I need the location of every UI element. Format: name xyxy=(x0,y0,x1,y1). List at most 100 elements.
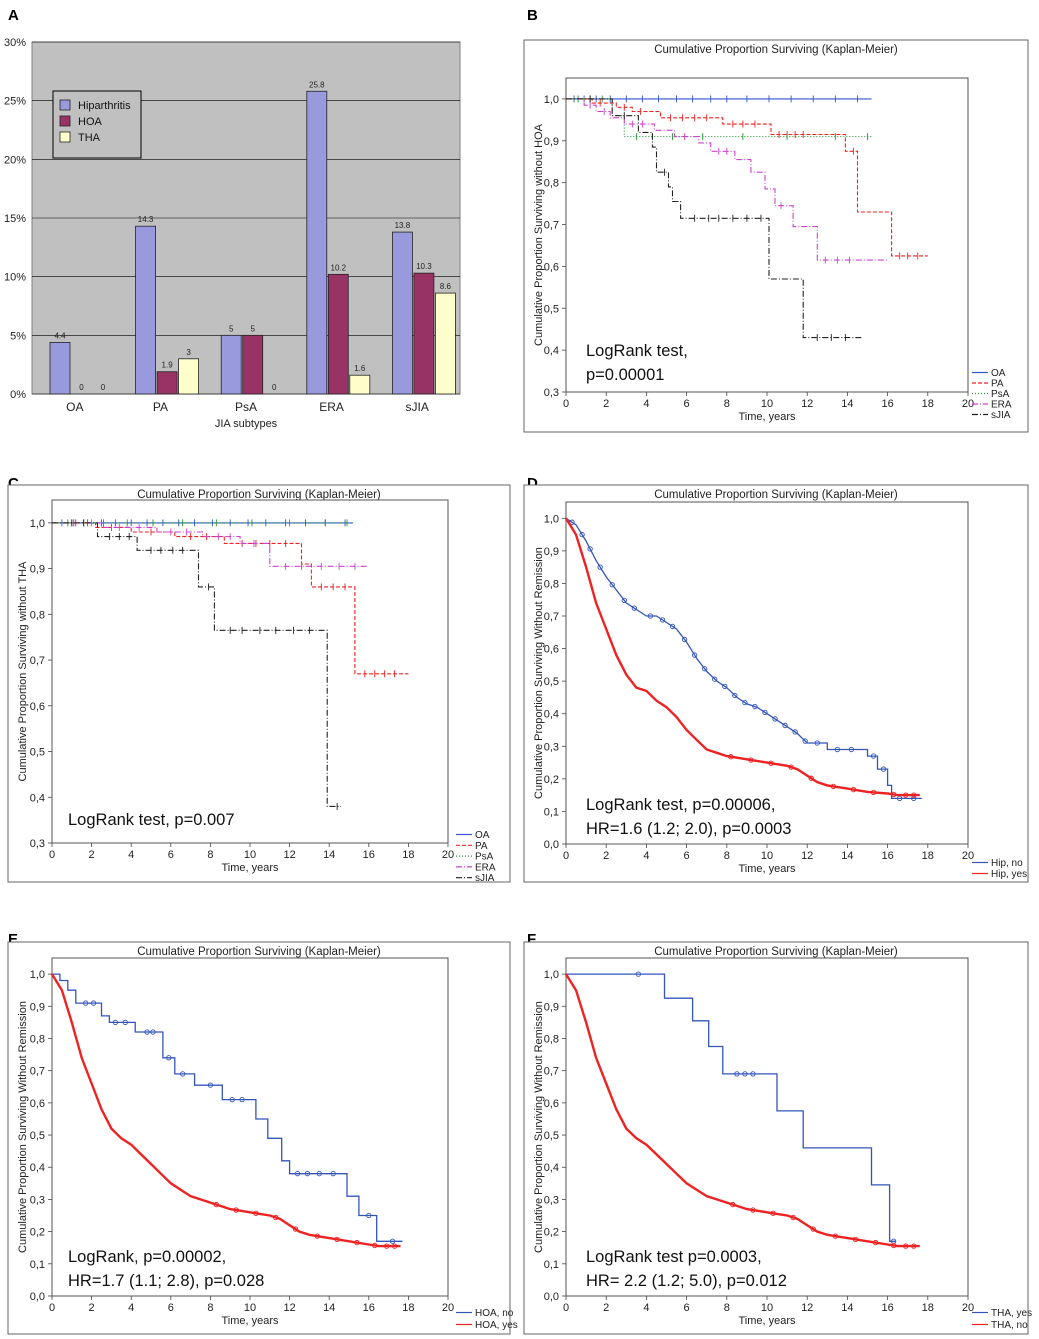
censor-mark-hip-no xyxy=(834,746,840,753)
legend-swatch xyxy=(59,99,71,111)
y-tick-label: 0,2 xyxy=(544,1227,559,1239)
x-tick-label: 16 xyxy=(363,1302,375,1314)
y-tick-label: 0,4 xyxy=(30,1162,45,1174)
panel-f-y-axis-title: Cumulative Proportion Surviving Without … xyxy=(533,1001,545,1253)
bar-tha-era xyxy=(349,374,371,395)
x-tick-label: 8 xyxy=(724,850,730,862)
panel-f-km-chart: Cumulative Proportion Surviving (Kaplan-… xyxy=(523,941,1032,1335)
x-tick-label: 6 xyxy=(168,1302,174,1314)
censor-mark-hoa-no xyxy=(144,1029,150,1035)
censor-mark-hoa-no xyxy=(90,1000,97,1006)
panel-a-x-axis-title: JIA subtypes xyxy=(215,418,278,430)
censor-mark-hip-no xyxy=(609,582,615,588)
censor-mark-hoa-no xyxy=(180,1071,186,1077)
censor-mark-hip-yes xyxy=(850,786,857,793)
panel-e-km-chart: Cumulative Proportion Surviving (Kaplan-… xyxy=(7,941,518,1335)
panel-e-y-axis-title: Cumulative Proportion Surviving Without … xyxy=(17,1001,29,1253)
panel-a-xtick-label: PA xyxy=(153,400,168,414)
legend-swatch xyxy=(59,131,71,143)
legend-label-psa: PsA xyxy=(991,389,1010,400)
censor-mark-hoa-yes xyxy=(314,1233,320,1239)
bar-tha-pa xyxy=(178,358,200,395)
legend-label-oa: OA xyxy=(475,830,490,841)
panel-letter-c: C xyxy=(8,475,19,492)
censor-mark-hip-no xyxy=(579,531,585,538)
panel-d-logrank-annotation: HR=1.6 (1.2; 2.0), p=0.0003 xyxy=(586,820,791,838)
panel-e-x-axis-title: Time, years xyxy=(221,1315,279,1327)
bar-value-label: 25.8 xyxy=(309,80,325,89)
censor-mark-hip-no xyxy=(631,605,637,611)
panel-c-x-axis-title: Time, years xyxy=(221,862,279,874)
x-tick-label: 18 xyxy=(402,1302,414,1314)
x-tick-label: 4 xyxy=(643,850,649,862)
censor-mark-hip-no xyxy=(752,703,758,710)
panel-f-title: Cumulative Proportion Surviving (Kaplan-… xyxy=(654,946,898,958)
y-tick-label: 0,1 xyxy=(544,1259,559,1271)
censor-mark-hip-yes xyxy=(748,757,754,763)
km-curve-hoa-no xyxy=(52,973,403,1242)
km-curve-pa xyxy=(52,522,409,675)
panel-a-xtick-label: PsA xyxy=(235,400,257,414)
x-tick-label: 2 xyxy=(603,850,609,862)
panel-d-km-chart: Cumulative Proportion Surviving (Kaplan-… xyxy=(523,484,1029,883)
y-tick-label: 0,6 xyxy=(30,1098,45,1110)
x-tick-label: 10 xyxy=(761,850,773,862)
censor-mark-hoa-no xyxy=(166,1055,172,1061)
x-tick-label: 12 xyxy=(801,1302,813,1314)
censor-mark-tha-no xyxy=(872,1239,879,1246)
x-tick-label: 2 xyxy=(603,398,609,410)
x-tick-label: 20 xyxy=(962,1302,974,1314)
panel-letter-f: F xyxy=(527,931,536,948)
panel-a-bar-chart: 0% 5% 10% 15% 20% 25% 30% 4.4 0 0 OA 14.3 1.9 3 PA 5 5 0 P… xyxy=(4,34,516,438)
y-tick-label: 0,0 xyxy=(30,1291,45,1303)
bar-value-label: 0 xyxy=(79,383,84,392)
censor-mark-hip-no xyxy=(880,766,887,772)
censor-mark-hoa-no xyxy=(304,1171,311,1177)
censor-mark-tha-yes xyxy=(750,1071,756,1077)
legend-label-oa: OA xyxy=(991,368,1006,379)
legend-label-sjia: sJIA xyxy=(991,410,1011,421)
km-curve-hip-no xyxy=(565,517,922,800)
km-curve-hoa-yes xyxy=(50,973,401,1248)
panel-e-logrank-annotation: HR=1.7 (1.1; 2.8), p=0.028 xyxy=(68,1272,264,1290)
y-tick-label: 0,7 xyxy=(544,220,559,232)
panel-letter-d: D xyxy=(527,475,538,492)
legend-label-hip-yes: Hip, yes xyxy=(991,869,1027,880)
panel-a-ytick-label: 20% xyxy=(4,154,26,166)
censor-mark-hip-no xyxy=(848,746,855,753)
censor-mark-hoa-yes xyxy=(253,1210,259,1216)
y-tick-label: 0,2 xyxy=(30,1227,45,1239)
y-tick-label: 0,4 xyxy=(544,709,559,721)
panel-b-logrank-annotation: p=0.00001 xyxy=(586,366,664,384)
censor-mark-tha-no xyxy=(903,1243,909,1249)
panel-letter-b: B xyxy=(527,7,538,24)
y-tick-label: 0,6 xyxy=(544,1098,559,1110)
x-tick-label: 18 xyxy=(922,850,934,862)
y-tick-label: 0,8 xyxy=(544,1033,559,1045)
censor-mark-hip-yes xyxy=(830,783,836,789)
y-tick-label: 0,8 xyxy=(544,578,559,590)
censor-mark-hoa-no xyxy=(150,1029,156,1035)
x-tick-label: 0 xyxy=(563,850,569,862)
bar-value-label: 14.3 xyxy=(138,215,154,224)
legend-label-sjia: sJIA xyxy=(475,873,495,884)
censor-mark-hip-yes xyxy=(870,789,877,796)
x-tick-label: 14 xyxy=(841,850,853,862)
y-tick-label: 0,9 xyxy=(30,1001,45,1013)
x-tick-label: 0 xyxy=(49,1302,55,1314)
x-tick-label: 16 xyxy=(881,1302,893,1314)
bar-value-label: 8.6 xyxy=(440,282,452,291)
panel-b-y-axis-title: Cumulative Proportion Surviving without … xyxy=(533,123,545,346)
panel-d-x-axis-title: Time, years xyxy=(738,863,796,875)
censor-mark-hip-no xyxy=(742,699,748,706)
censor-mark-hip-no xyxy=(802,738,808,744)
panel-a-ytick-label: 0% xyxy=(10,389,26,401)
censor-mark-hoa-no xyxy=(316,1171,322,1177)
censor-mark-hip-no xyxy=(814,740,820,746)
x-tick-label: 20 xyxy=(962,398,974,410)
panel-a-xtick-label: ERA xyxy=(319,400,344,414)
censor-mark-hip-no xyxy=(792,729,798,735)
panel-f-plot-area xyxy=(565,957,969,1297)
censor-mark-hip-no xyxy=(712,676,718,682)
censor-mark-tha-yes xyxy=(734,1071,740,1077)
